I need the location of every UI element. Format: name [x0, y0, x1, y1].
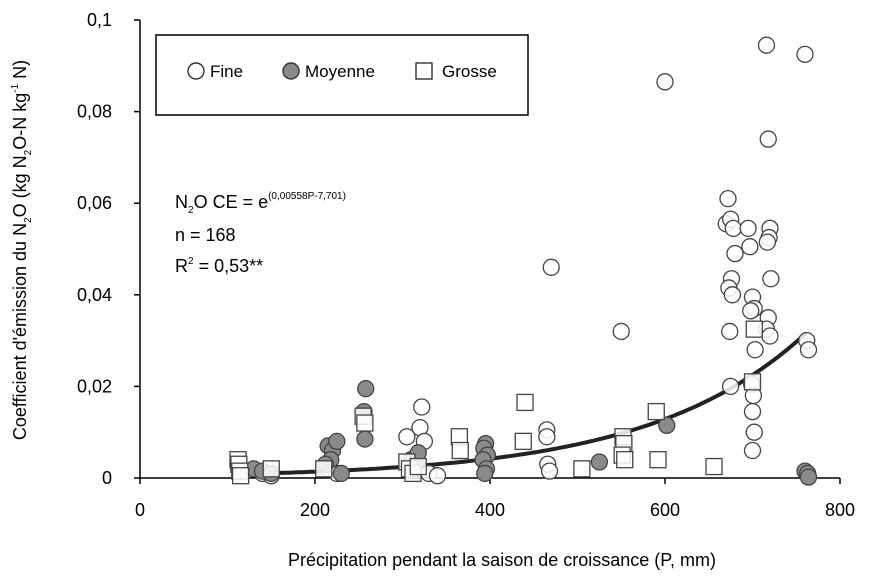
point-fine	[612, 322, 630, 341]
point-moyenne	[590, 453, 609, 471]
point-grosse	[516, 393, 534, 412]
point-grosse	[356, 414, 374, 432]
point-fine	[538, 428, 556, 446]
point-fine	[745, 423, 763, 441]
point-grosse	[647, 402, 665, 421]
point-grosse	[231, 467, 250, 485]
point-fine	[759, 130, 777, 148]
legend-grosse-marker	[415, 62, 433, 80]
y-axis-title: Coefficient d'émission du N2O (kg N2O-N …	[10, 60, 34, 440]
point-fine	[723, 286, 742, 304]
point-fine	[398, 428, 416, 446]
point-fine	[742, 302, 760, 320]
y-tick-label: 0,02	[77, 376, 112, 396]
legend-moyenne-marker	[282, 62, 300, 80]
x-tick-label: 800	[825, 500, 855, 520]
equation-line-2: n = 168	[175, 225, 236, 245]
point-fine	[726, 244, 744, 263]
point-grosse	[514, 432, 532, 451]
point-moyenne	[799, 468, 818, 486]
point-moyenne	[332, 464, 350, 483]
point-grosse	[409, 457, 427, 476]
point-fine	[799, 341, 818, 359]
point-moyenne	[658, 416, 676, 434]
point-fine	[428, 467, 447, 485]
point-fine	[746, 341, 764, 359]
x-tick-label: 400	[475, 500, 505, 520]
y-tick-label: 0,04	[77, 285, 112, 305]
point-fine	[540, 462, 559, 480]
point-fine	[761, 327, 779, 345]
point-fine	[741, 238, 759, 256]
point-grosse	[262, 460, 280, 478]
point-grosse	[649, 451, 667, 469]
point-grosse	[743, 373, 762, 391]
y-tick-label: 0,08	[77, 102, 112, 122]
point-grosse	[451, 441, 469, 460]
point-grosse	[616, 451, 634, 469]
point-fine	[743, 441, 762, 460]
point-moyenne	[328, 432, 346, 451]
equation-line-3: R2 = 0,53**	[175, 256, 263, 276]
point-fine	[796, 45, 814, 63]
point-fine	[757, 36, 776, 54]
legend-moyenne-label: Moyenne	[305, 62, 375, 81]
legend-grosse-label: Grosse	[442, 62, 497, 81]
point-fine	[739, 219, 757, 238]
y-tick-label: 0,06	[77, 193, 112, 213]
point-fine	[721, 322, 739, 341]
point-moyenne	[356, 430, 374, 448]
point-fine	[413, 398, 431, 416]
point-grosse	[573, 460, 591, 478]
x-axis-title: Précipitation pendant la saison de crois…	[288, 550, 716, 570]
point-grosse	[745, 320, 763, 338]
x-tick-label: 200	[300, 500, 330, 520]
data-points	[229, 36, 818, 486]
x-tick-label: 0	[135, 500, 145, 520]
legend-fine-label: Fine	[210, 62, 243, 81]
point-moyenne	[476, 464, 494, 483]
point-fine	[724, 219, 742, 238]
point-fine	[542, 258, 560, 276]
legend-fine-marker	[187, 62, 205, 80]
tick-labels: 0 0,02 0,04 0,06 0,08 0,1 0 200 400 600 800	[77, 10, 855, 520]
point-fine	[721, 377, 740, 396]
y-tick-label: 0,1	[87, 10, 112, 30]
equation-line-1: N2O CE = e(0,00558P-7,701)	[175, 191, 346, 216]
point-fine	[762, 270, 780, 288]
point-fine	[758, 233, 777, 251]
point-grosse	[705, 457, 723, 476]
point-grosse	[315, 460, 333, 478]
x-tick-label: 600	[650, 500, 680, 520]
point-fine	[719, 189, 737, 208]
y-tick-label: 0	[102, 468, 112, 488]
equation-annotation: N2O CE = e(0,00558P-7,701) n = 168 R2 = …	[175, 191, 346, 276]
legend: Fine Moyenne Grosse	[155, 34, 529, 116]
point-moyenne	[357, 380, 375, 398]
point-fine	[743, 402, 762, 421]
point-fine	[656, 73, 674, 91]
legend-box	[155, 34, 529, 116]
